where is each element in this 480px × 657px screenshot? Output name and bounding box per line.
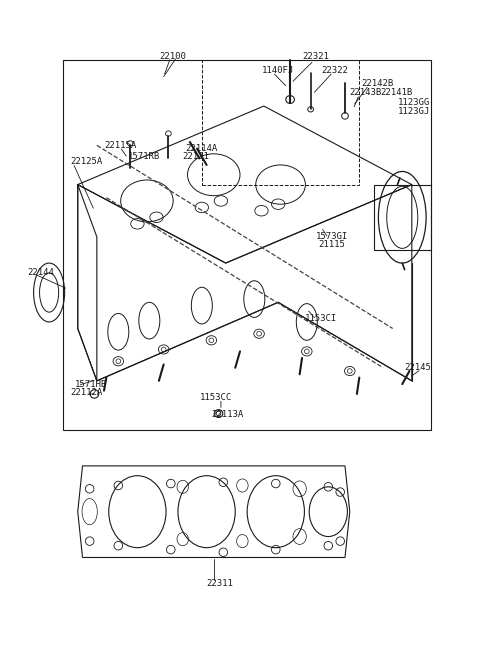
Text: 1573GI: 1573GI [316, 233, 348, 241]
Text: 1571HB: 1571HB [75, 380, 108, 388]
Text: 1571RB: 1571RB [128, 152, 160, 161]
Text: 22143B: 22143B [350, 89, 382, 97]
Bar [63, 60, 431, 430]
Text: 22114A: 22114A [185, 144, 217, 153]
Text: 1123GG: 1123GG [397, 99, 430, 107]
Text: 22115A: 22115A [104, 141, 136, 150]
Text: 1153CC: 1153CC [199, 393, 232, 401]
Text: 22131: 22131 [183, 152, 210, 161]
Text: 22322: 22322 [321, 66, 348, 75]
Text: 21115: 21115 [319, 240, 346, 249]
Text: 22112A: 22112A [71, 388, 103, 397]
Text: 1153CI: 1153CI [304, 314, 336, 323]
Text: 22145: 22145 [405, 363, 432, 373]
Text: 22321: 22321 [302, 53, 329, 62]
Text: 22311: 22311 [206, 579, 233, 588]
Text: 22141B: 22141B [381, 89, 413, 97]
Bar [373, 185, 431, 250]
Text: 22144: 22144 [28, 269, 55, 277]
Text: 22125A: 22125A [71, 157, 103, 166]
Text: 1140FJ: 1140FJ [262, 66, 294, 75]
Bar [202, 60, 360, 185]
Text: 22113A: 22113A [211, 411, 244, 419]
Text: 22142B: 22142B [362, 79, 394, 87]
Text: 22100: 22100 [159, 53, 186, 62]
Text: 1123GJ: 1123GJ [397, 107, 430, 116]
